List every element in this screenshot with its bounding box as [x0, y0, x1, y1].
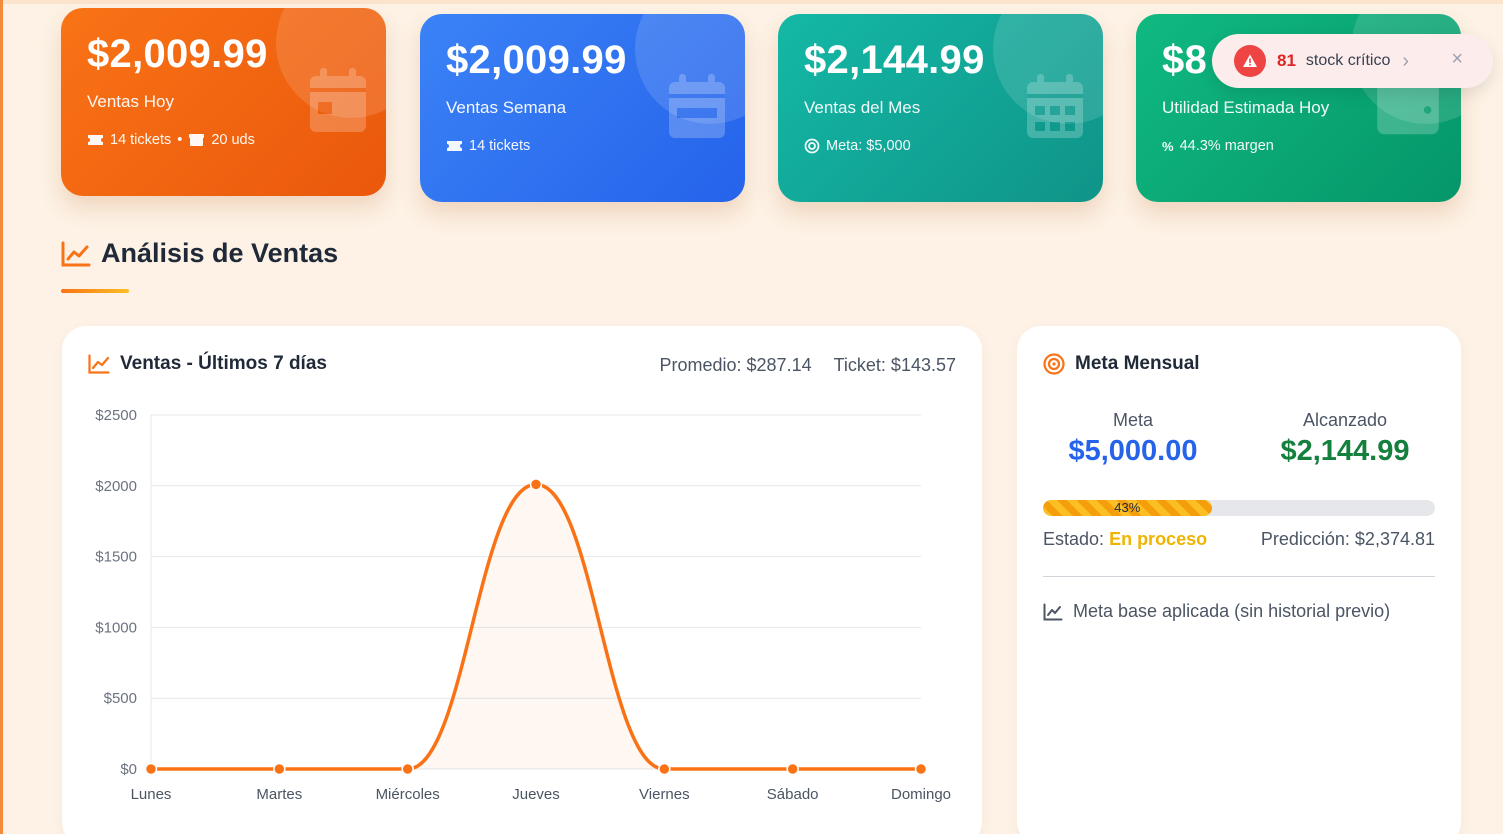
calendar-day-icon	[310, 68, 366, 132]
calendar-week-icon	[669, 74, 725, 138]
card-label: Ventas Hoy	[87, 92, 174, 111]
status-value: En proceso	[1109, 529, 1208, 549]
data-point[interactable]	[401, 762, 414, 776]
goal-progress-bar: 43%	[1043, 500, 1435, 516]
panel-header: Ventas - Últimos 7 días	[88, 353, 327, 375]
card-units: 20 uds	[211, 132, 255, 148]
target-icon	[804, 138, 820, 154]
x-tick-label: Domingo	[891, 786, 951, 803]
data-point[interactable]	[273, 762, 286, 776]
chart-line-icon	[61, 241, 91, 266]
stock-alert-toast[interactable]: 81 stock crítico › ×	[1212, 34, 1493, 88]
ticket-value: Ticket: $143.57	[833, 355, 956, 375]
card-amount: $2,009.99	[446, 38, 627, 82]
series-area	[151, 484, 921, 769]
average-value: Promedio: $287.14	[659, 355, 812, 375]
data-point[interactable]	[529, 478, 543, 491]
data-point[interactable]	[144, 762, 158, 776]
ticket-icon	[447, 141, 462, 151]
card-goal: Meta: $5,000	[826, 138, 911, 154]
data-point[interactable]	[786, 762, 799, 776]
y-tick-label: $1500	[95, 549, 137, 566]
panel-title: Meta Mensual	[1075, 353, 1200, 374]
card-sales-week[interactable]: $2,009.99 Ventas Semana 14 tickets	[420, 14, 745, 202]
stock-alert-count: 81	[1277, 51, 1296, 70]
x-tick-label: Jueves	[512, 786, 560, 803]
goal-target-label: Meta	[1112, 410, 1154, 430]
card-amount: $8	[1162, 38, 1208, 82]
sales-chart-panel: Ventas - Últimos 7 días Promedio: $287.1…	[62, 326, 982, 834]
card-meta: 14 tickets • 20 uds	[87, 132, 255, 148]
stock-alert-text: stock crítico	[1305, 52, 1391, 69]
sidebar-edge	[0, 0, 3, 834]
card-tickets: 14 tickets	[469, 138, 531, 154]
x-tick-label: Sábado	[767, 786, 819, 803]
goal-progress-fill: 43%	[1043, 500, 1212, 516]
goal-status: Estado: En proceso	[1043, 529, 1207, 550]
section-title: Análisis de Ventas	[101, 238, 339, 268]
section-underline	[61, 289, 129, 293]
status-label: Estado:	[1043, 529, 1105, 549]
card-label: Ventas del Mes	[804, 98, 921, 117]
top-border	[0, 0, 1503, 4]
panel-header: Meta Mensual	[1043, 353, 1200, 375]
card-amount: $2,009.99	[87, 32, 268, 76]
data-point[interactable]	[914, 762, 928, 776]
target-icon	[1043, 353, 1065, 375]
y-tick-label: $500	[104, 690, 137, 707]
goal-target: Meta $5,000.00	[1033, 410, 1233, 468]
section-header: Análisis de Ventas	[61, 238, 338, 269]
box-icon	[189, 134, 205, 146]
goal-reached: Alcanzado $2,144.99	[1245, 410, 1445, 468]
card-meta: 14 tickets	[446, 138, 530, 154]
goal-note-text: Meta base aplicada (sin historial previo…	[1073, 601, 1391, 621]
percent-icon: %	[1162, 138, 1174, 154]
chart-line-icon	[1043, 603, 1063, 620]
calendar-month-icon	[1027, 74, 1083, 138]
ticket-icon	[88, 135, 103, 145]
card-meta: Meta: $5,000	[804, 138, 911, 154]
card-margin: 44.3% margen	[1179, 138, 1274, 154]
goal-prediction: Predicción: $2,374.81	[1260, 529, 1435, 549]
y-tick-label: $1000	[95, 619, 137, 636]
goal-reached-value: $2,144.99	[1280, 435, 1410, 467]
card-sales-today[interactable]: $2,009.99 Ventas Hoy 14 tickets • 20 uds	[61, 8, 386, 196]
goal-reached-label: Alcanzado	[1302, 410, 1388, 430]
panel-title: Ventas - Últimos 7 días	[120, 353, 327, 374]
x-tick-label: Miércoles	[376, 786, 440, 803]
y-tick-label: $0	[120, 761, 137, 778]
sales-line-chart[interactable]: $0 $500 $1000 $1500 $2000 $2500 Lunes Martes Mié…	[62, 326, 982, 834]
goal-note: Meta base aplicada (sin historial previo…	[1043, 601, 1390, 622]
card-sales-month[interactable]: $2,144.99 Ventas del Mes Meta: $5,000	[778, 14, 1103, 202]
x-tick-label: Martes	[256, 786, 302, 803]
chart-line-icon	[88, 354, 110, 374]
card-label: Ventas Semana	[446, 98, 567, 117]
monthly-goal-panel: Meta Mensual Meta $5,000.00 Alcanzado $2…	[1017, 326, 1461, 834]
card-tickets: 14 tickets	[110, 132, 172, 148]
chevron-right-icon[interactable]: ›	[1402, 49, 1410, 72]
card-meta: % 44.3% margen	[1162, 138, 1274, 154]
goal-target-value: $5,000.00	[1068, 435, 1198, 467]
close-icon[interactable]: ×	[1451, 48, 1463, 70]
x-tick-label: Viernes	[639, 786, 690, 803]
card-amount: $2,144.99	[804, 38, 985, 82]
data-point[interactable]	[658, 762, 671, 776]
y-tick-label: $2000	[95, 478, 137, 495]
divider	[1043, 576, 1435, 577]
goal-status-row: Estado: En proceso Predicción: $2,374.81	[1043, 529, 1435, 550]
separator: •	[177, 132, 183, 148]
y-tick-label: $2500	[95, 407, 137, 424]
panel-stats: Promedio: $287.14 Ticket: $143.57	[659, 355, 956, 376]
warning-icon	[1234, 45, 1266, 77]
card-label: Utilidad Estimada Hoy	[1162, 98, 1330, 117]
x-tick-label: Lunes	[131, 786, 172, 803]
wallet-icon	[1377, 82, 1439, 135]
